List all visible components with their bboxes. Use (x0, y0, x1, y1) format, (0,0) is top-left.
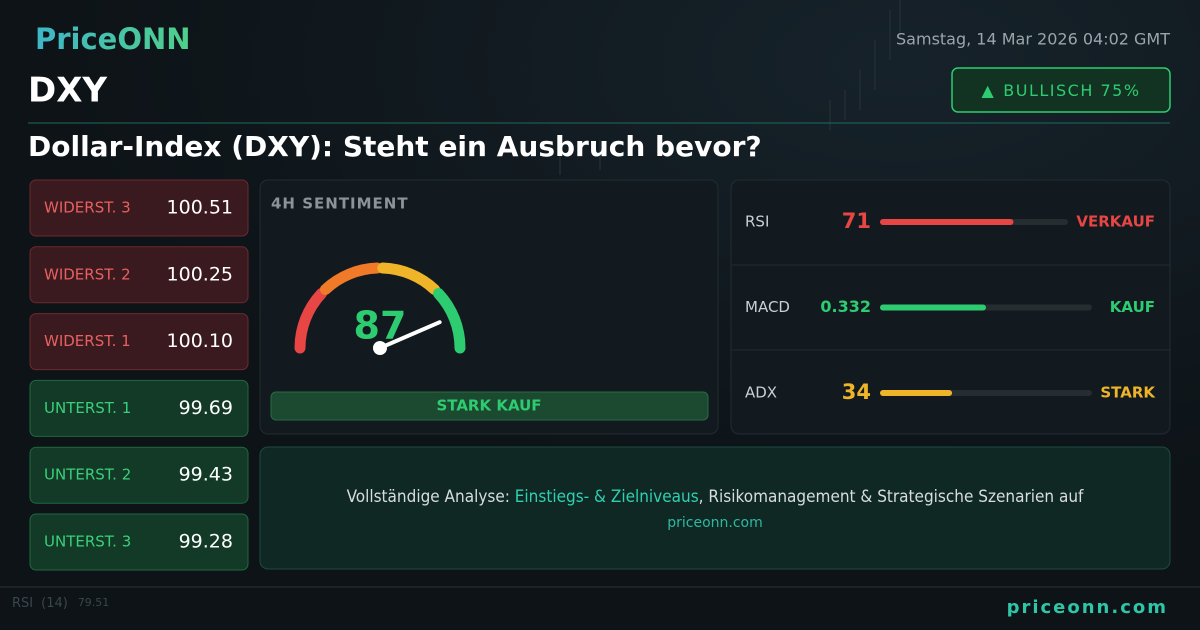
badge-label: BULLISCH 75% (1003, 81, 1140, 100)
level-label: WIDERST. 1 (44, 332, 131, 350)
bg-indicator-period: (14) (41, 596, 68, 611)
sentiment-title: 4H SENTIMENT (271, 195, 409, 213)
footer-site[interactable]: priceonn.com (1007, 597, 1168, 618)
verdict-box (270, 391, 709, 421)
gauge-needle (378, 320, 442, 350)
level-box (29, 513, 249, 571)
gauge: 87 (294, 262, 466, 355)
level-value: 99.69 (179, 397, 233, 419)
badge-text: ▲ BULLISCH 75% (981, 81, 1140, 100)
level-value: 100.25 (167, 263, 233, 285)
level-label: UNTERST. 1 (44, 399, 131, 417)
cta-panel (259, 446, 1171, 570)
level-label: UNTERST. 3 (44, 533, 131, 551)
indicator-signal: VERKAUF (1076, 213, 1155, 231)
bg-indicator-value: 79.51 (78, 596, 110, 609)
indicator-fill (880, 390, 953, 396)
level-label: WIDERST. 3 (44, 199, 131, 217)
level-value: 100.10 (167, 330, 233, 352)
cta-suffix: , Risikomanagement & Strategische Szenar… (699, 487, 1084, 507)
sentiment-panel (259, 179, 719, 435)
indicator-name: ADX (745, 384, 777, 402)
badge-icon: ▲ (981, 81, 995, 100)
level-value: 99.28 (179, 531, 233, 553)
indicator-name: MACD (745, 298, 790, 316)
indicator-value: 71 (842, 209, 871, 233)
cta-site[interactable]: priceonn.com (667, 515, 763, 531)
bg-indicator-name: RSI (12, 596, 33, 611)
level-box (29, 446, 249, 504)
logo: PriceONN (35, 22, 191, 56)
indicator-fill (880, 304, 986, 311)
level-value: 99.43 (179, 464, 233, 486)
indicator-value: 0.332 (820, 297, 871, 316)
level-box (29, 179, 249, 237)
gauge-segment (294, 287, 327, 354)
level-box (29, 246, 249, 304)
indicator-value: 34 (842, 380, 871, 404)
indicator-signal: STARK (1100, 384, 1156, 402)
cta-prefix: Vollständige Analyse: (347, 487, 515, 507)
background-candles (559, 0, 901, 175)
indicator-fill (880, 219, 1014, 225)
cta-text: Vollständige Analyse: Einstiegs- & Zieln… (347, 487, 1084, 507)
indicator-name: RSI (745, 213, 769, 231)
indicators: RSI 71 VERKAUF MACD 0.332 KAUF ADX 34 STARK (745, 209, 1156, 404)
levels: WIDERST. 3 100.51 WIDERST. 2 100.25 WIDERST.… (29, 179, 249, 571)
gauge-segment (377, 262, 441, 295)
level-box (29, 313, 249, 371)
indicator-signal: KAUF (1110, 298, 1155, 316)
badge (951, 67, 1171, 113)
gauge-hub (373, 341, 387, 355)
headline: Dollar-Index (DXY): Steht ein Ausbruch b… (28, 130, 762, 163)
gauge-segment (433, 287, 466, 354)
bg-indicator: RSI (14) 79.51 (12, 596, 109, 611)
level-value: 100.51 (167, 197, 233, 219)
symbol: DXY (28, 71, 107, 111)
cta-highlight[interactable]: Einstiegs- & Zielniveaus (515, 487, 699, 507)
level-label: WIDERST. 2 (44, 265, 131, 283)
level-box (29, 379, 249, 437)
gauge-segment (319, 262, 383, 295)
verdict: STARK KAUF (436, 397, 541, 415)
date: Samstag, 14 Mar 2026 04:02 GMT (896, 30, 1170, 49)
level-label: UNTERST. 2 (44, 466, 131, 484)
